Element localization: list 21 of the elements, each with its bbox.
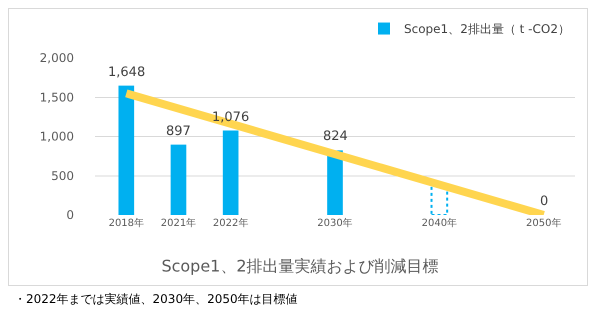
y-tick-label: 2,000	[40, 51, 74, 66]
bar	[170, 144, 186, 215]
x-tick-label: 2030年	[317, 217, 353, 229]
data-label: 0	[540, 194, 548, 209]
text: Scope1、2排出量実績および削減目標	[161, 256, 439, 276]
y-tick-label: 1,000	[40, 130, 74, 144]
data-label: 897	[166, 124, 191, 139]
bar	[222, 130, 238, 215]
data-label: 1,648	[108, 65, 146, 80]
y-tick-label: 1,500	[40, 90, 74, 104]
y-tick-label: 0	[66, 208, 74, 222]
x-tick-label: 2018年	[108, 217, 144, 229]
y-tick-label: 500	[51, 168, 74, 183]
x-tick-label: 2021年	[160, 217, 196, 229]
x-tick-label: 2050年	[526, 217, 562, 229]
bar	[118, 86, 134, 215]
legend-label: Scope1、2排出量（ t -CO2）	[404, 22, 570, 36]
data-label: 824	[323, 129, 348, 144]
x-tick-label: 2040年	[422, 217, 458, 229]
text: ・2022年までは実績値、2030年、2050年は目標値	[14, 291, 298, 308]
x-tick-label: 2022年	[212, 217, 248, 229]
